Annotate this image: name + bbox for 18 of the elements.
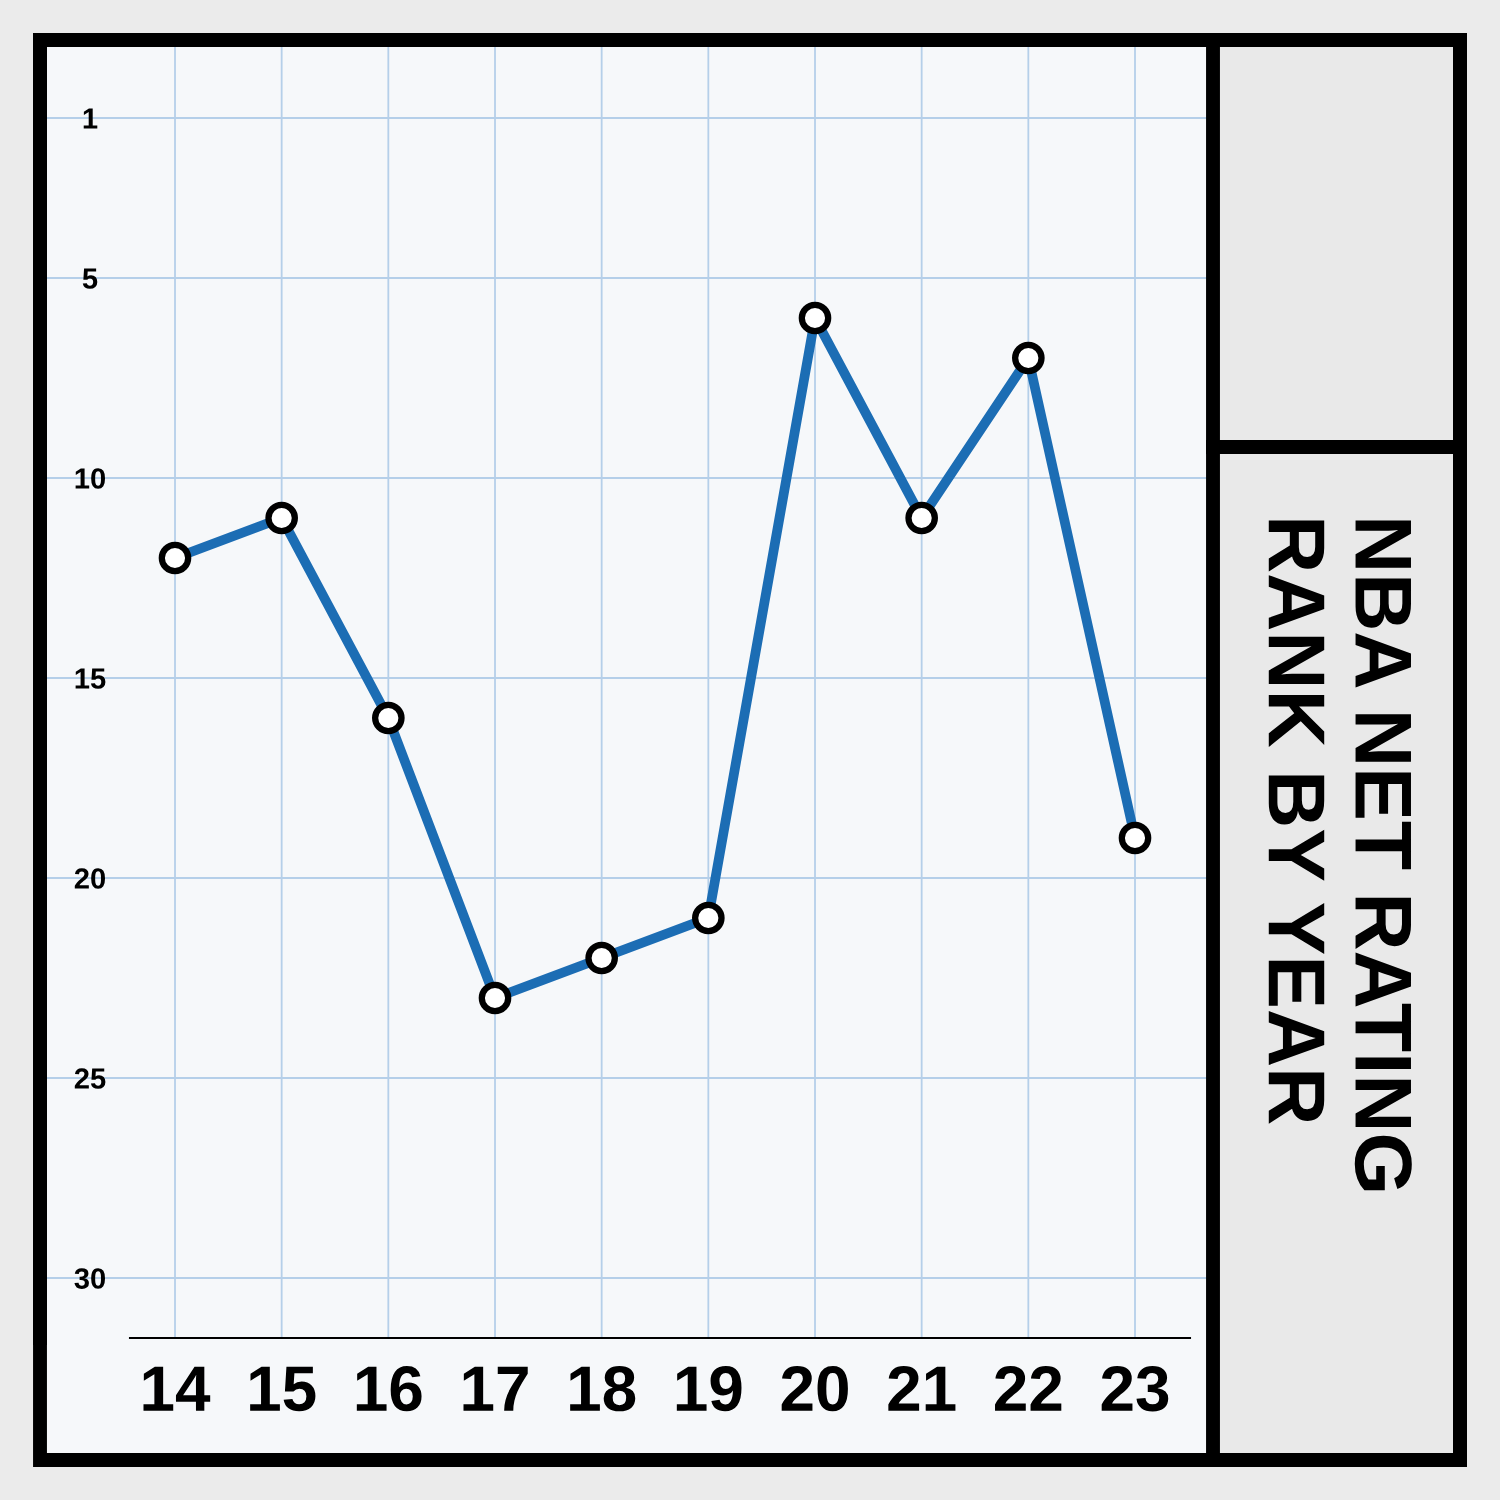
y-tick-label: 1 — [83, 108, 98, 129]
x-tick-label: 17 — [463, 1366, 528, 1411]
y-tick-label: 20 — [74, 868, 106, 889]
x-tick-label: 18 — [570, 1366, 636, 1412]
y-tick-label: 10 — [75, 468, 106, 489]
y-tick-label: 25 — [74, 1068, 106, 1089]
x-tick-label: 20 — [781, 1366, 848, 1412]
y-tick-label: 30 — [74, 1268, 106, 1289]
y-tick-label: 15 — [75, 668, 106, 689]
y-tick-label: 5 — [82, 268, 98, 289]
x-tick-label: 16 — [356, 1366, 422, 1412]
x-tick-label: 22 — [995, 1366, 1062, 1411]
x-tick-label: 21 — [888, 1366, 956, 1411]
x-tick-label: 19 — [676, 1366, 742, 1412]
x-tick-label: 14 — [143, 1366, 211, 1411]
text: NBA NET RATING RANK BY YEAR — [1268, 520, 1412, 1191]
x-tick-label: 23 — [1101, 1366, 1169, 1412]
x-tick-label: 15 — [250, 1366, 316, 1412]
